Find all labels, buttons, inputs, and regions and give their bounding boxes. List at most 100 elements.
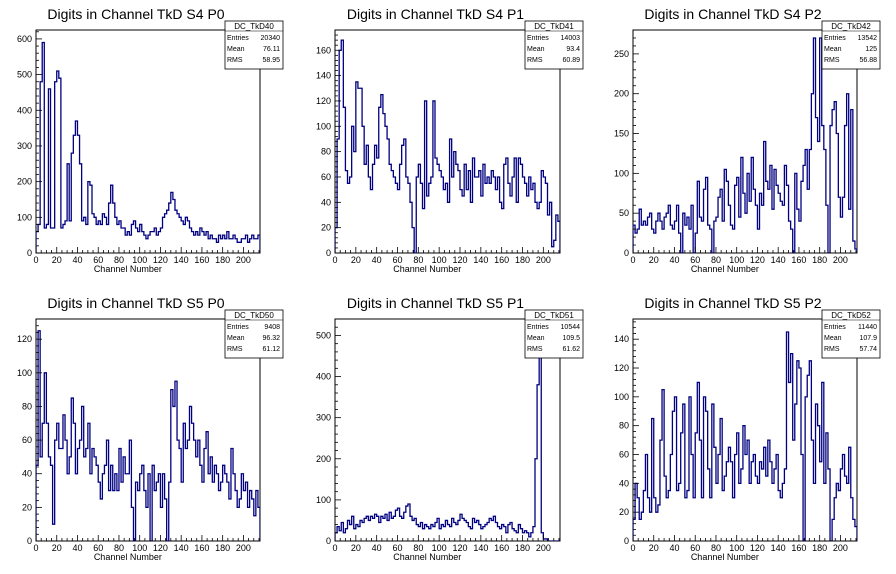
histogram-line (633, 37, 857, 253)
stats-value: 125 (865, 46, 877, 53)
stats-box: DC_TkD40 Entries 20340 Mean 76.11 RMS 58.95 (224, 20, 284, 70)
x-tick-label: 120 (452, 255, 467, 265)
x-tick-label: 80 (114, 543, 124, 553)
y-tick-label: 40 (321, 197, 331, 207)
y-tick-label: 100 (614, 168, 629, 178)
y-tick-label: 50 (619, 208, 629, 218)
x-tick-label: 20 (649, 543, 659, 553)
stats-key: Mean (227, 46, 245, 53)
x-axis-label: Channel Number (94, 264, 162, 274)
y-tick-label: 400 (316, 372, 331, 382)
stats-value: 58.95 (262, 57, 280, 64)
stats-value: 96.32 (262, 335, 280, 342)
x-tick-label: 100 (729, 543, 744, 553)
stats-value: 13542 (858, 35, 878, 42)
stats-key: Entries (527, 35, 549, 42)
stats-value: 61.12 (262, 346, 280, 353)
stats-value: 61.62 (562, 346, 580, 353)
stats-name: DC_TkD40 (234, 22, 274, 31)
x-tick-label: 200 (536, 543, 551, 553)
y-tick-label: 120 (614, 363, 629, 373)
x-tick-label: 60 (690, 543, 700, 553)
y-tick-label: 200 (17, 177, 32, 187)
x-tick-label: 120 (750, 543, 765, 553)
histogram-line (633, 331, 857, 541)
chart-title: Digits in Channel TkD S4 P1 (347, 6, 524, 22)
stats-name: DC_TkD42 (831, 22, 871, 31)
y-tick-label: 40 (22, 469, 32, 479)
chart-title: Digits in Channel TkD S4 P0 (47, 6, 224, 22)
histogram-line (36, 41, 260, 253)
stats-key: RMS (824, 346, 840, 353)
x-axis-label: Channel Number (393, 552, 461, 562)
histogram-line (335, 355, 560, 541)
stats-box-frame (224, 20, 284, 70)
stats-name: DC_TkD41 (534, 22, 574, 31)
x-tick-label: 80 (413, 543, 423, 553)
stats-key: Entries (824, 324, 846, 331)
x-tick-label: 60 (392, 543, 402, 553)
plot-frame (632, 318, 858, 542)
x-axis-label: Channel Number (393, 264, 461, 274)
y-tick-label: 200 (316, 454, 331, 464)
x-tick-label: 40 (72, 255, 82, 265)
chart-title: Digits in Channel TkD S4 P2 (644, 6, 821, 22)
x-tick-label: 40 (669, 255, 679, 265)
stats-value: 10544 (561, 324, 581, 331)
y-tick-label: 60 (619, 450, 629, 460)
stats-box-frame (821, 309, 881, 359)
histogram-panel: Digits in Channel TkD S4 P0 0 20 40 60 80 100 1… (17, 6, 284, 274)
stats-box-frame (821, 20, 881, 70)
y-tick-label: 100 (17, 368, 32, 378)
stats-key: Mean (227, 335, 245, 342)
x-tick-label: 180 (215, 255, 230, 265)
x-tick-label: 200 (833, 255, 848, 265)
x-tick-label: 20 (351, 543, 361, 553)
stats-key: RMS (527, 346, 543, 353)
x-tick-label: 120 (153, 543, 168, 553)
x-tick-label: 180 (812, 543, 827, 553)
y-tick-label: 300 (316, 413, 331, 423)
plot-frame (35, 318, 261, 542)
x-tick-label: 80 (711, 255, 721, 265)
histogram-line (335, 39, 560, 253)
y-tick-label: 150 (614, 129, 629, 139)
x-tick-label: 100 (729, 255, 744, 265)
y-tick-label: 200 (614, 89, 629, 99)
stats-value: 56.88 (859, 57, 877, 64)
y-tick-label: 100 (17, 212, 32, 222)
x-tick-label: 140 (473, 543, 488, 553)
x-tick-label: 40 (72, 543, 82, 553)
x-tick-label: 100 (132, 255, 147, 265)
stats-name: DC_TkD51 (534, 311, 574, 320)
x-tick-label: 180 (515, 255, 530, 265)
y-tick-label: 140 (614, 334, 629, 344)
x-tick-label: 120 (452, 543, 467, 553)
x-tick-label: 200 (236, 255, 251, 265)
stats-key: RMS (824, 57, 840, 64)
stats-key: Entries (527, 324, 549, 331)
stats-value: 107.9 (859, 335, 877, 342)
x-tick-label: 40 (372, 255, 382, 265)
stats-key: Mean (527, 335, 545, 342)
y-tick-label: 20 (22, 502, 32, 512)
y-tick-label: 600 (17, 34, 32, 44)
y-tick-label: 120 (17, 334, 32, 344)
x-tick-label: 0 (332, 255, 337, 265)
x-tick-label: 100 (432, 543, 447, 553)
y-tick-label: 20 (619, 507, 629, 517)
chart-title: Digits in Channel TkD S5 P1 (347, 295, 524, 311)
stats-box: DC_TkD51 Entries 10544 Mean 109.5 RMS 61.62 (524, 309, 584, 359)
chart-title: Digits in Channel TkD S5 P0 (47, 295, 224, 311)
y-tick-label: 80 (22, 401, 32, 411)
stats-value: 20340 (261, 35, 281, 42)
y-tick-label: 60 (321, 172, 331, 182)
stats-key: Entries (824, 35, 846, 42)
x-tick-label: 80 (413, 255, 423, 265)
x-tick-label: 160 (494, 255, 509, 265)
stats-box: DC_TkD52 Entries 11440 Mean 107.9 RMS 57.74 (821, 309, 881, 359)
x-tick-label: 80 (711, 543, 721, 553)
x-tick-label: 160 (194, 255, 209, 265)
x-tick-label: 200 (236, 543, 251, 553)
